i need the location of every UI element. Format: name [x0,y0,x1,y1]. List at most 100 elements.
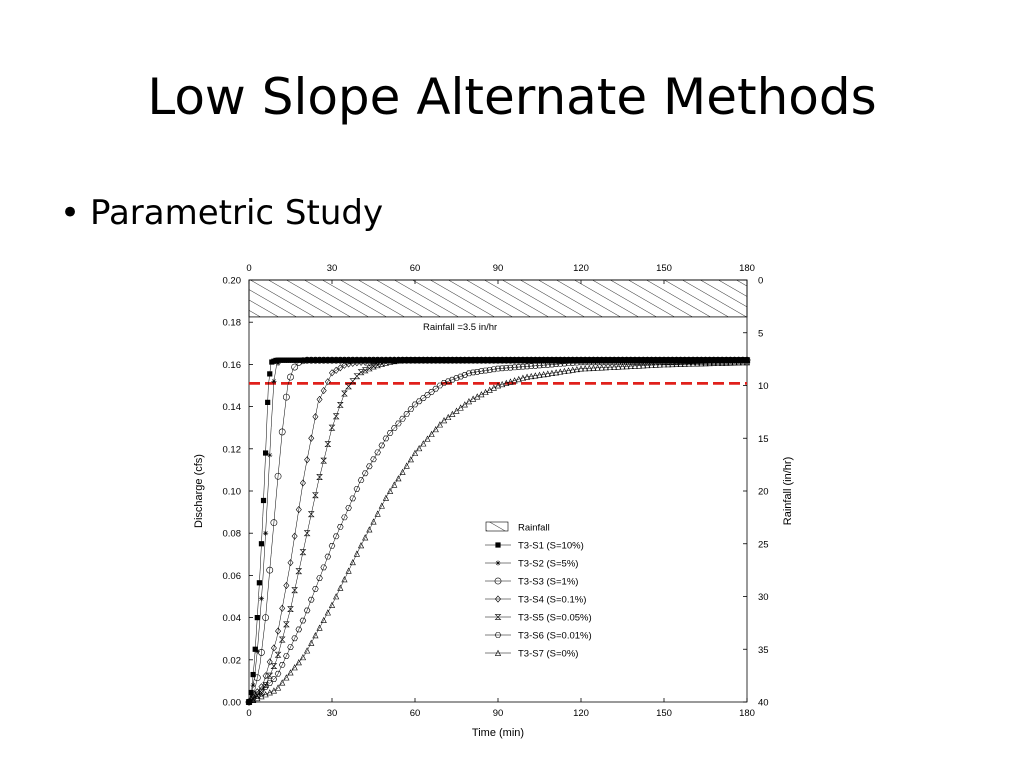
x-tick-label: 90 [493,708,504,719]
data-point [690,356,697,364]
data-point [283,621,290,628]
data-point [615,363,622,370]
data-point [403,411,410,417]
data-point [357,477,365,484]
data-point [677,360,684,367]
data-point [536,362,543,369]
data-point [263,450,269,456]
data-point [336,402,344,408]
data-point [267,371,273,377]
data-point [361,470,369,477]
data-point [320,386,327,395]
data-point [441,356,448,364]
data-point [279,357,285,363]
data-point [296,357,302,363]
data-point [278,662,286,668]
data-point [374,362,381,369]
y-tick-label: 0.06 [223,571,242,582]
data-point [295,568,303,575]
data-point [607,356,614,364]
data-point [279,604,286,612]
data-point [569,356,576,364]
data-point [457,356,464,364]
data-point [698,360,705,367]
data-point [366,526,373,533]
data-point [527,363,535,369]
y2-tick-label: 10 [758,381,769,392]
data-point [324,378,331,386]
data-point [461,356,468,364]
data-point [282,393,290,401]
data-point [548,361,556,368]
data-point [706,359,713,367]
data-point [382,494,390,501]
data-point [602,364,609,371]
y-tick-label: 0.10 [223,487,242,498]
data-point [250,696,257,704]
data-point [341,356,348,364]
y-tick-label: 0.00 [223,698,242,709]
data-point [399,357,406,364]
data-point [502,357,510,364]
data-point [250,682,256,688]
data-point [644,361,651,369]
data-point [515,375,522,383]
data-point [694,360,701,367]
data-point [714,359,722,366]
data-point [665,361,672,368]
y-axis-label: Discharge (cfs) [193,454,205,528]
data-point [474,368,481,375]
data-point [337,524,344,530]
data-point [415,357,423,364]
data-point [511,357,518,364]
data-point [416,445,423,452]
data-point [395,420,402,427]
data-point [719,359,726,366]
data-point [303,356,311,364]
data-point [544,362,552,368]
rainfall-annotation: Rainfall =3.5 in/hr [423,322,497,333]
data-point [569,360,576,366]
y-tick-label: 0.08 [223,529,242,540]
data-point [361,367,369,374]
data-point [503,379,510,386]
x-top-tick-label: 60 [410,263,421,274]
data-point [540,371,547,378]
data-point [648,356,655,364]
x-top-tick-label: 120 [573,263,589,274]
x-tick-label: 120 [573,708,589,719]
data-point [254,694,261,702]
data-point [283,581,290,590]
data-point [287,669,294,676]
data-point [661,356,667,364]
data-point [523,373,531,380]
data-point [411,357,419,364]
x-tick-label: 180 [739,708,755,719]
data-point [519,356,526,364]
data-point [308,639,315,646]
data-point [307,356,315,364]
data-point [258,693,265,700]
data-point [495,542,501,548]
data-point [440,417,448,424]
data-point [453,357,460,364]
data-point [594,359,601,366]
data-point [482,388,489,396]
data-point [270,663,278,670]
data-point [412,356,418,364]
data-point [719,356,726,364]
data-point [262,683,269,690]
data-point [536,371,543,378]
data-point [544,356,551,364]
data-point [577,365,585,372]
y-tick-label: 0.20 [223,276,242,287]
data-point [316,395,323,403]
data-point [611,356,618,364]
data-point [436,421,443,428]
data-point [527,357,535,364]
data-point [328,543,336,549]
data-point [689,359,697,366]
data-point [656,361,663,368]
data-point [424,435,431,442]
x-tick-label: 0 [246,708,251,719]
